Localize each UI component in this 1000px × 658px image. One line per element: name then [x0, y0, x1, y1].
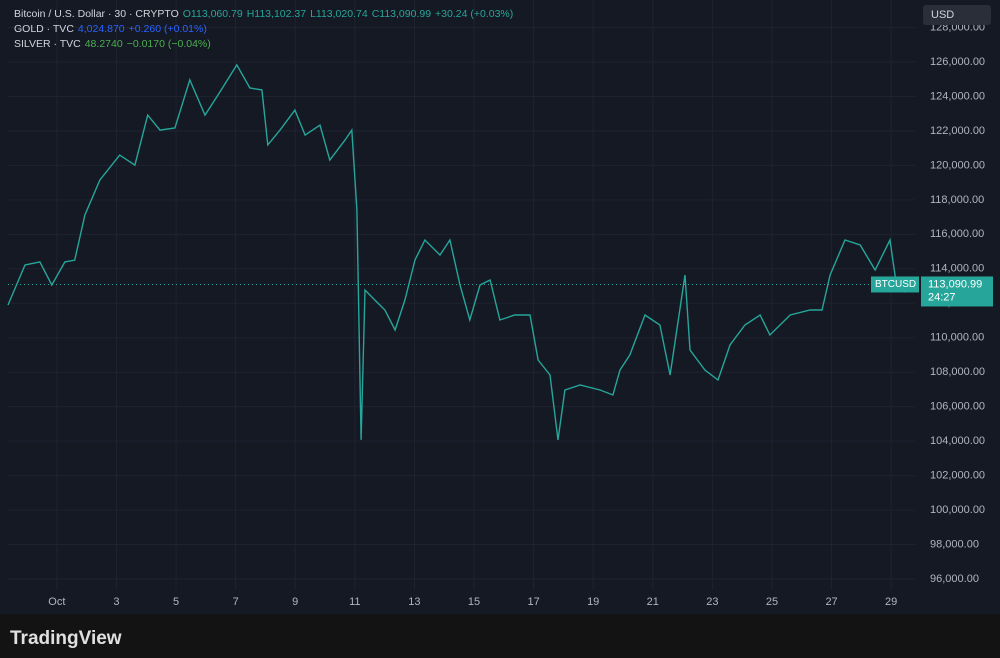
- y-tick-label: 122,000.00: [930, 125, 985, 137]
- change: −0.0170 (−0.04%): [126, 38, 211, 50]
- footer: TradingView: [0, 614, 1000, 658]
- price-tag: [921, 276, 993, 307]
- series-name: BTCUSD: [875, 279, 916, 290]
- symbol: SILVER · TVC: [14, 38, 81, 50]
- series-tag: [871, 276, 919, 293]
- x-tick-label: 7: [233, 596, 239, 608]
- y-tick-label: 100,000.00: [930, 504, 985, 516]
- price-line: [7, 63, 906, 440]
- y-tick-label: 110,000.00: [930, 332, 984, 344]
- y-tick-label: 104,000.00: [930, 435, 985, 447]
- x-tick-label: 3: [113, 596, 119, 608]
- y-tick-label: 98,000.00: [930, 538, 979, 550]
- price-axis: [915, 0, 1000, 614]
- x-tick-label: 23: [706, 596, 718, 608]
- symbol: Bitcoin / U.S. Dollar · 30 · CRYPTO: [14, 8, 179, 20]
- btc-legend: Bitcoin / U.S. Dollar · 30 · CRYPTO O113,…: [14, 8, 517, 20]
- x-tick-label: 11: [349, 596, 360, 608]
- y-tick-label: 116,000.00: [930, 228, 984, 240]
- last-price-label: 113,090.99: [928, 278, 982, 290]
- x-tick-label: 15: [468, 596, 480, 608]
- x-tick-label: 29: [885, 596, 897, 608]
- price: 4,024.870: [77, 23, 125, 35]
- countdown: 24:27: [928, 291, 956, 303]
- low: L113,020.74: [310, 8, 368, 20]
- chart: 96,000.00 98,000.00 100,000.00 102,000.00 10…: [7, 0, 1000, 614]
- y-tick-label: 120,000.00: [930, 159, 985, 171]
- x-tick-label: Oct: [48, 596, 65, 608]
- y-tick-label: 102,000.00: [930, 470, 985, 482]
- x-tick-label: 5: [173, 596, 179, 608]
- y-tick-label: 114,000.00: [930, 263, 984, 275]
- change: +0.260 (+0.01%): [128, 23, 207, 35]
- x-tick-label: 25: [766, 596, 778, 608]
- brand: TradingView: [10, 628, 122, 649]
- x-tick-label: 17: [527, 596, 539, 608]
- x-tick-label: 27: [825, 596, 837, 608]
- x-tick-label: 9: [292, 596, 298, 608]
- currency-button[interactable]: USD: [923, 5, 991, 25]
- open: O113,060.79: [182, 8, 243, 20]
- gold-legend: GOLD · TVC 4,024.870 +0.260 (+0.01%): [14, 23, 211, 35]
- price: 48.2740: [84, 38, 123, 50]
- y-tick-label: 106,000.00: [930, 401, 985, 413]
- y-tick-label: 124,000.00: [930, 90, 985, 102]
- y-tick-label: 96,000.00: [930, 573, 979, 585]
- high: H113,102.37: [246, 8, 307, 20]
- y-tick-label: 118,000.00: [930, 194, 984, 206]
- symbol: GOLD · TVC: [14, 23, 74, 35]
- y-tick-label: 108,000.00: [930, 366, 985, 378]
- close: C113,090.99: [371, 8, 432, 20]
- x-tick-label: 19: [587, 596, 599, 608]
- x-tick-label: 21: [647, 596, 659, 608]
- x-tick-label: 13: [408, 596, 420, 608]
- silver-legend: SILVER · TVC 48.2740 −0.0170 (−0.04%): [14, 38, 215, 50]
- y-tick-label: 126,000.00: [930, 56, 985, 68]
- change: +30.24 (+0.03%): [435, 8, 514, 20]
